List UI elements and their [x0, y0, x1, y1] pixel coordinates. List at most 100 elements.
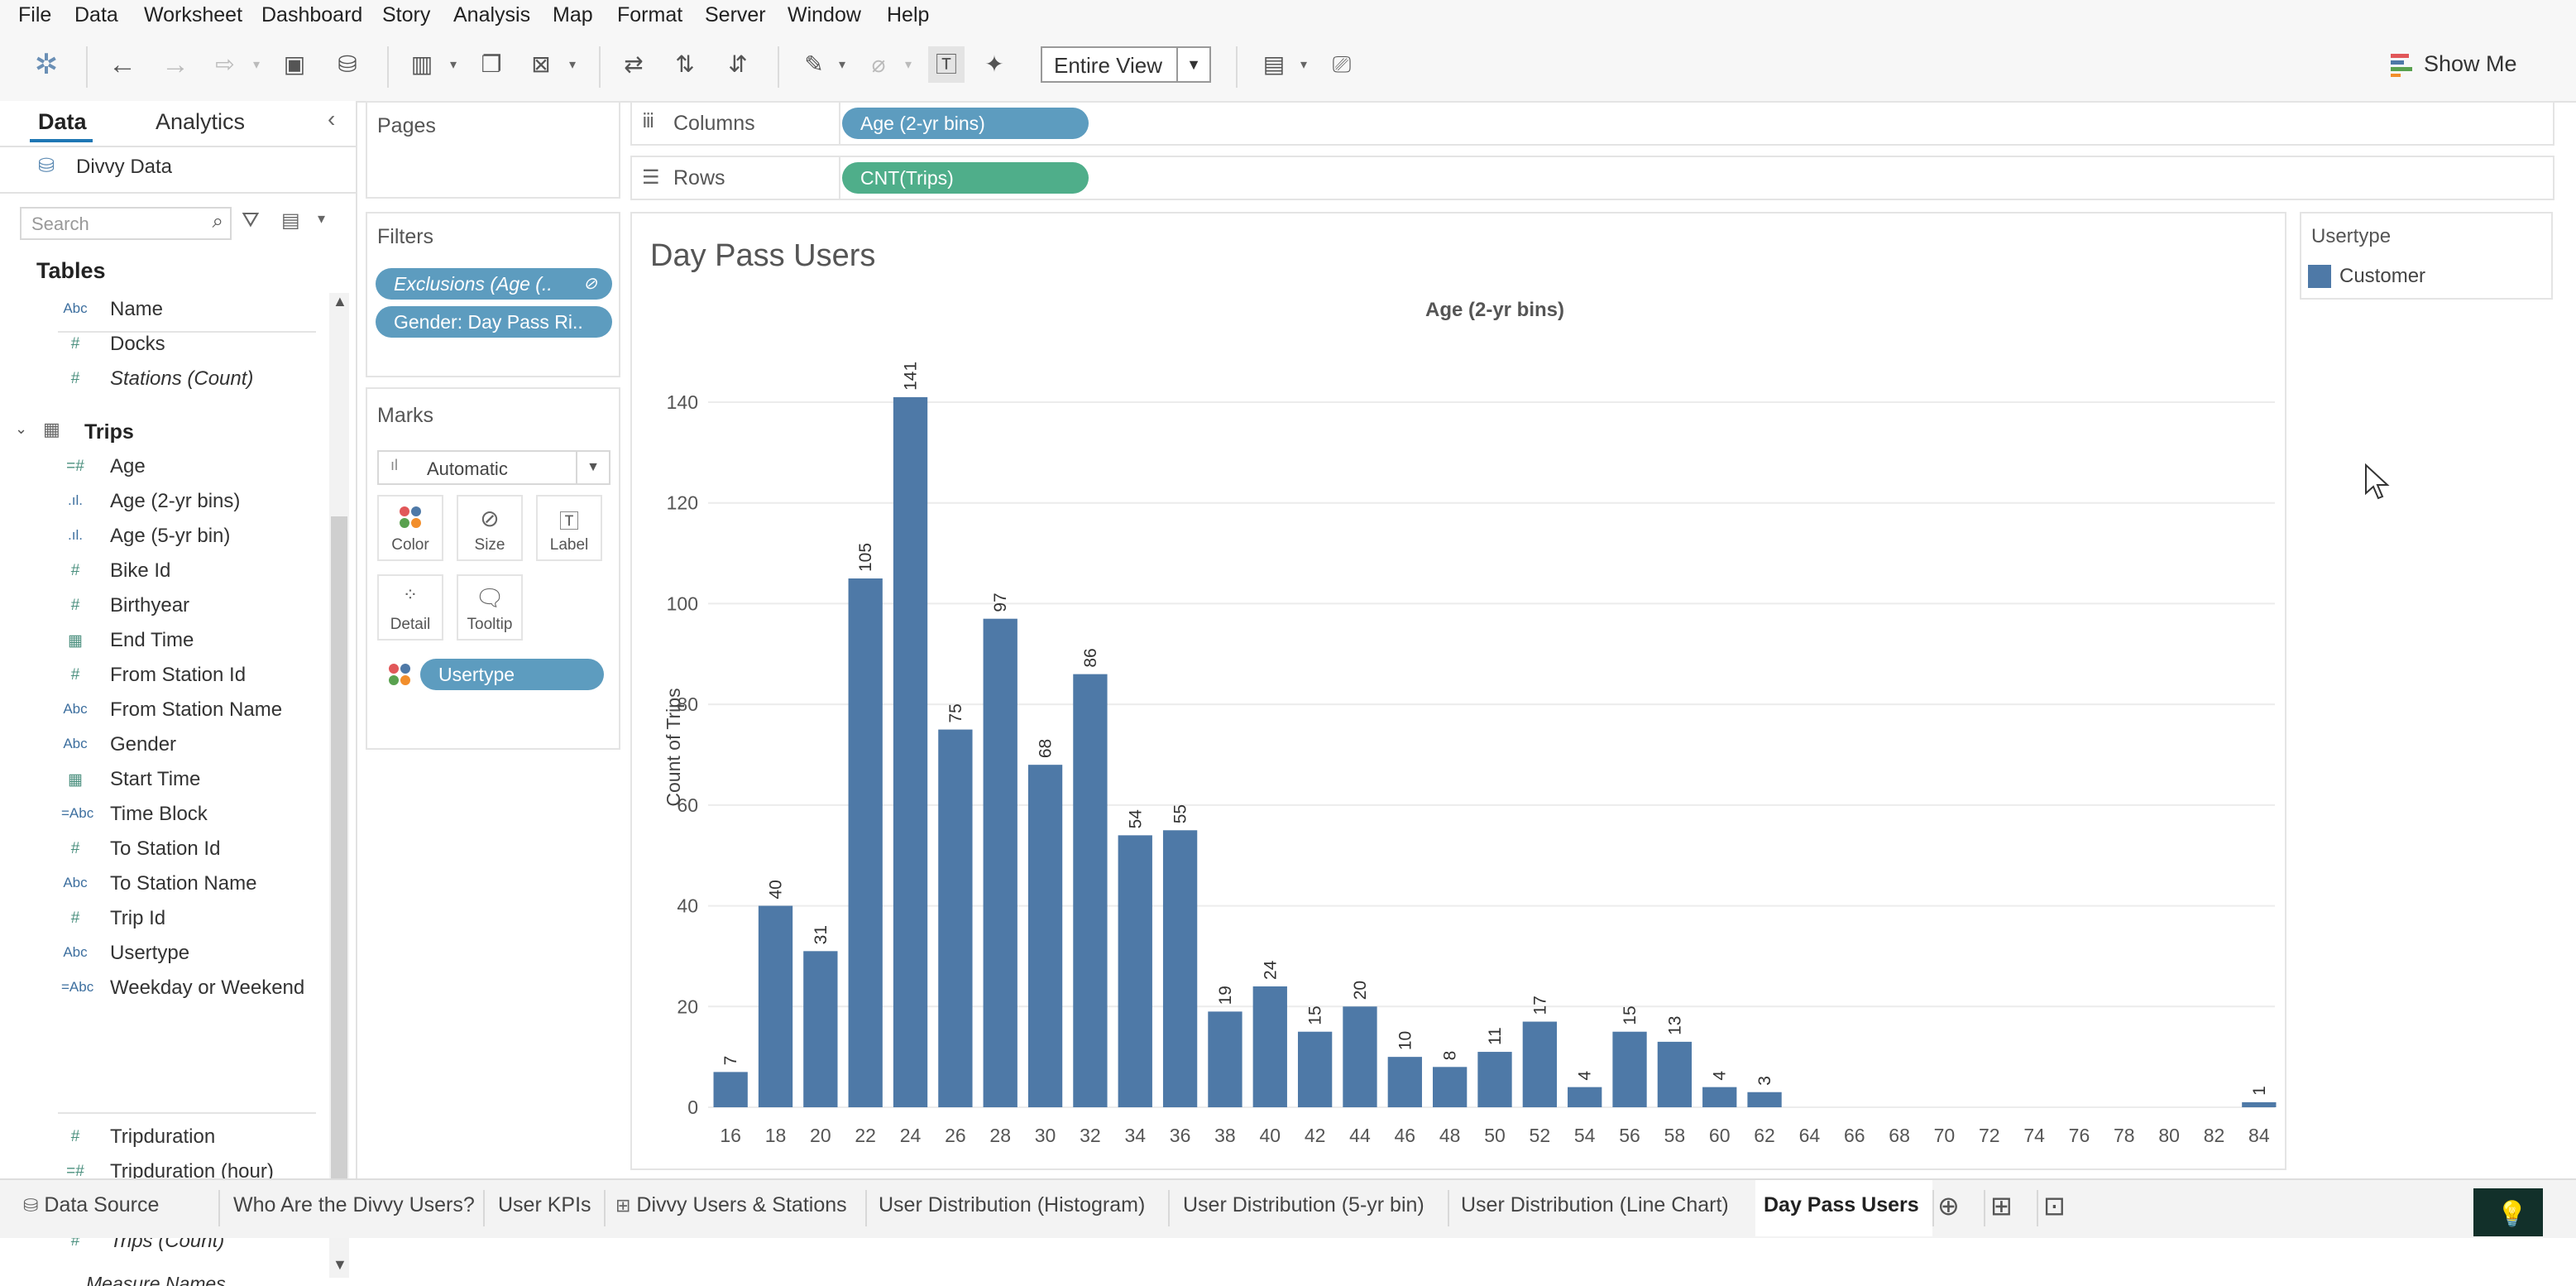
replay-dropdown-icon[interactable]: ▾	[253, 58, 261, 72]
field-item[interactable]: Tripduration	[110, 1125, 216, 1148]
menu-analysis[interactable]: Analysis	[453, 3, 531, 26]
tableau-logo-icon[interactable]: ✲	[34, 49, 59, 80]
trips-table-name[interactable]: Trips	[84, 420, 134, 444]
chevron-down-icon[interactable]: ▼	[576, 452, 609, 483]
bar[interactable]	[1522, 1021, 1557, 1107]
highlight-dropdown-icon[interactable]: ▾	[839, 58, 846, 72]
legend-swatch-customer[interactable]	[2308, 265, 2331, 288]
scrollbar-thumb[interactable]	[331, 516, 347, 1178]
color-button[interactable]: Color	[377, 495, 443, 561]
usertype-color-pill[interactable]: Usertype	[420, 659, 604, 690]
scroll-up-icon[interactable]: ▲	[333, 293, 347, 310]
pages-shelf[interactable]: Pages	[366, 101, 620, 199]
insights-button[interactable]: 💡	[2473, 1188, 2543, 1236]
detail-button[interactable]: ⁘ Detail	[377, 574, 443, 641]
mark-type-select[interactable]: ıl Automatic ▼	[377, 450, 610, 485]
measure-names-field[interactable]: Measure Names	[86, 1273, 226, 1286]
bar[interactable]	[1118, 835, 1152, 1107]
tab-data-source[interactable]: ⛁ Data Source	[23, 1193, 159, 1217]
filter-pill-exclusions[interactable]: Exclusions (Age (.. ⊘	[376, 268, 612, 300]
size-button[interactable]: ⊘ Size	[457, 495, 523, 561]
bar[interactable]	[1343, 1006, 1377, 1107]
bar[interactable]	[713, 1072, 748, 1107]
menu-worksheet[interactable]: Worksheet	[144, 3, 243, 26]
field-item[interactable]: Trip Id	[110, 907, 166, 929]
highlight-icon[interactable]: ✎	[804, 51, 824, 77]
tooltip-button[interactable]: 🗨 Tooltip	[457, 574, 523, 641]
bar[interactable]	[758, 905, 793, 1107]
fix-axes-icon[interactable]: ✦	[984, 51, 1004, 77]
field-item[interactable]: From Station Name	[110, 698, 283, 721]
columns-pill[interactable]: Age (2-yr bins)	[842, 108, 1089, 139]
sort-ascending-icon[interactable]: ⇅	[675, 51, 695, 77]
bar[interactable]	[803, 951, 838, 1107]
menu-server[interactable]: Server	[705, 3, 766, 26]
field-item[interactable]: Docks	[110, 333, 165, 355]
filter-pill-gender[interactable]: Gender: Day Pass Ri..	[376, 306, 612, 338]
bar[interactable]	[1208, 1011, 1243, 1107]
view-options-dropdown-icon[interactable]: ▾	[318, 210, 326, 227]
bar[interactable]	[1477, 1052, 1512, 1107]
field-item[interactable]: From Station Id	[110, 664, 247, 686]
group-dropdown-icon[interactable]: ▾	[905, 58, 912, 72]
fit-select[interactable]: Entire View ▼	[1041, 46, 1211, 83]
bar[interactable]	[848, 578, 883, 1107]
redo-icon[interactable]: →	[161, 49, 189, 80]
bar[interactable]	[1612, 1031, 1647, 1107]
new-data-source-icon[interactable]: ⛁	[338, 51, 357, 77]
legend-item-customer[interactable]: Customer	[2339, 265, 2426, 287]
bar[interactable]	[1747, 1092, 1782, 1107]
bar[interactable]	[1073, 674, 1108, 1107]
collapse-pane-icon[interactable]: ‹	[328, 106, 336, 132]
filters-shelf[interactable]: Filters Exclusions (Age (.. ⊘ Gender: Da…	[366, 212, 620, 377]
bar[interactable]	[1252, 986, 1287, 1107]
field-item[interactable]: End Time	[110, 629, 194, 651]
field-item[interactable]: Gender	[110, 733, 177, 756]
tab-data[interactable]: Data	[38, 109, 87, 134]
clear-sheet-icon[interactable]: ⊠	[531, 51, 551, 77]
show-cards-dropdown-icon[interactable]: ▾	[1300, 58, 1308, 72]
menu-file[interactable]: File	[18, 3, 52, 26]
bar[interactable]	[1657, 1041, 1693, 1107]
swap-rows-columns-icon[interactable]: ⇄	[624, 51, 644, 77]
tab-user-distribution-line[interactable]: User Distribution (Line Chart)	[1461, 1193, 1729, 1216]
undo-icon[interactable]: ←	[108, 49, 136, 80]
new-worksheet-icon[interactable]: ▥	[410, 51, 433, 77]
bar[interactable]	[938, 729, 973, 1107]
field-item[interactable]: Bike Id	[110, 559, 171, 582]
replay-icon[interactable]: ⇨	[215, 51, 235, 77]
show-cards-icon[interactable]: ▤	[1262, 51, 1286, 77]
menu-story[interactable]: Story	[382, 3, 431, 26]
menu-window[interactable]: Window	[788, 3, 861, 26]
tab-analytics[interactable]: Analytics	[156, 109, 246, 134]
bar[interactable]	[1162, 830, 1198, 1107]
menu-map[interactable]: Map	[553, 3, 593, 26]
label-button[interactable]: 🅃 Label	[536, 495, 602, 561]
tab-user-kpis[interactable]: User KPIs	[498, 1193, 591, 1216]
columns-shelf[interactable]: ⅲ Columns Age (2-yr bins)	[630, 101, 2554, 146]
menu-dashboard[interactable]: Dashboard	[261, 3, 363, 26]
bar[interactable]	[893, 396, 928, 1107]
menu-help[interactable]: Help	[887, 3, 930, 26]
rows-pill[interactable]: CNT(Trips)	[842, 162, 1089, 194]
field-item[interactable]: Usertype	[110, 942, 190, 964]
duplicate-sheet-icon[interactable]: ❐	[481, 51, 502, 77]
new-dashboard-tab-icon[interactable]: ⊞	[1990, 1191, 2013, 1221]
field-item[interactable]: To Station Id	[110, 837, 221, 860]
bar[interactable]	[1433, 1067, 1468, 1107]
show-mark-labels-icon[interactable]: 🅃	[928, 46, 965, 83]
new-story-tab-icon[interactable]: ⊡	[2043, 1191, 2066, 1221]
field-item[interactable]: Start Time	[110, 768, 201, 790]
field-item[interactable]: Time Block	[110, 803, 208, 825]
bar[interactable]	[1027, 765, 1063, 1107]
field-item[interactable]: Age (2-yr bins)	[110, 490, 241, 512]
save-icon[interactable]: ▣	[283, 51, 306, 77]
presentation-mode-icon[interactable]: ⎚	[1332, 51, 1352, 77]
field-item[interactable]: Age (5-yr bin)	[110, 525, 231, 547]
tab-day-pass-users[interactable]: Day Pass Users	[1755, 1180, 1932, 1236]
field-item[interactable]: Weekday or Weekend	[110, 976, 305, 999]
scroll-down-icon[interactable]: ▼	[333, 1256, 347, 1273]
tab-user-distribution-histogram[interactable]: User Distribution (Histogram)	[879, 1193, 1146, 1216]
rows-shelf[interactable]: ☰ Rows CNT(Trips)	[630, 156, 2554, 200]
show-me-button[interactable]: Show Me	[2382, 46, 2548, 83]
